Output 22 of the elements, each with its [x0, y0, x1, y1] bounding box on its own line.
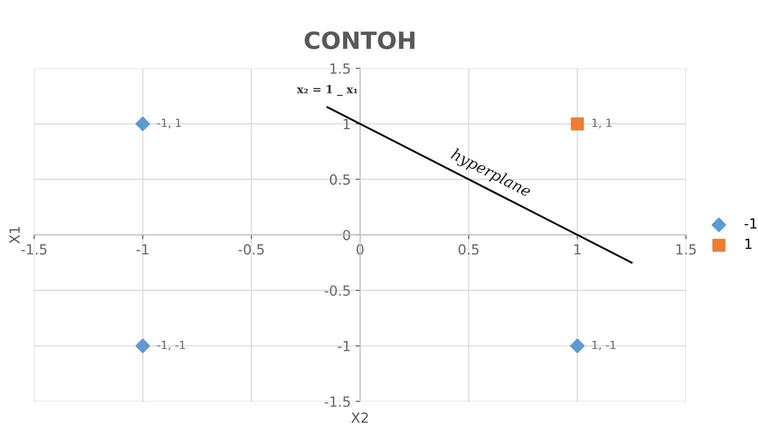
- x-tick-label: -1: [136, 244, 148, 254]
- annotation: -1, -1: [157, 340, 185, 350]
- annotation: 1, -1: [592, 340, 616, 350]
- y-tick-label: 0: [343, 230, 350, 240]
- x-tick-label: -0.5: [238, 244, 264, 255]
- y-tick-label: 0.5: [330, 174, 350, 185]
- y-tick-label: -0.5: [324, 285, 350, 296]
- legend-label: -1: [744, 218, 756, 228]
- x-axis-title: X2: [351, 412, 368, 423]
- chart-title: CONTOH: [304, 31, 414, 50]
- x-tick-label: -1.5: [21, 244, 46, 255]
- x-tick-label: 1: [574, 244, 580, 254]
- x-tick-label: 0.5: [458, 244, 479, 255]
- x-tick-label: 1.5: [676, 244, 696, 255]
- y-tick-label: -1: [338, 341, 350, 352]
- annotation: 1, 1: [592, 118, 612, 128]
- y-tick-label: 1.5: [330, 63, 350, 74]
- y-axis-title: X1: [10, 226, 20, 244]
- annotation: -1, 1: [157, 118, 181, 128]
- annotation: x₂ = 1 _ x₁: [296, 85, 358, 96]
- y-tick-label: -1.5: [324, 396, 350, 407]
- y-tick-label: 1: [344, 118, 350, 130]
